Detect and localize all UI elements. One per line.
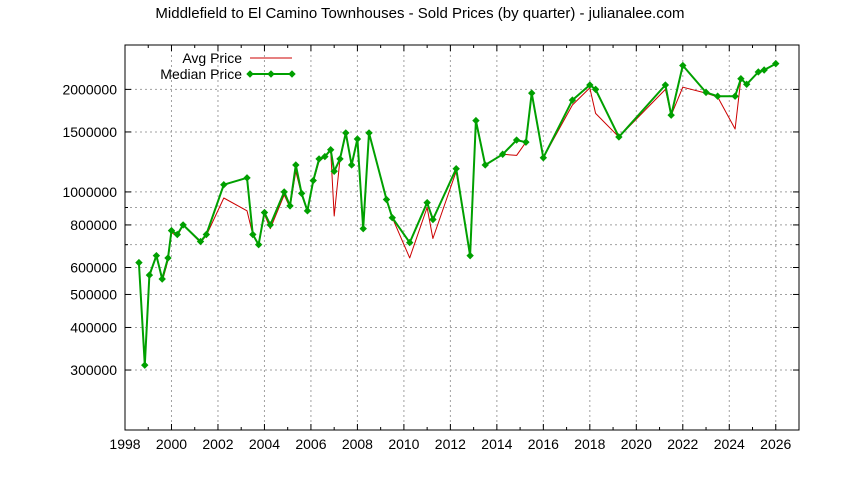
median-price-point [336, 155, 344, 163]
median-price-point [522, 138, 530, 146]
median-price-point [196, 237, 205, 246]
median-price-point [667, 111, 675, 119]
median-price-point [266, 221, 274, 229]
median-price-point [173, 230, 182, 239]
median-price-point [359, 224, 367, 233]
median-price-point [731, 92, 739, 100]
x-tick-label: 2022 [667, 436, 698, 452]
avg-price-line [138, 63, 777, 366]
median-price-point [353, 135, 362, 143]
y-tick-label: 2000000 [62, 81, 117, 97]
median-price-point [243, 174, 251, 182]
legend-marker [267, 70, 275, 78]
median-price-point [260, 208, 269, 217]
x-tick-label: 1998 [109, 436, 140, 452]
axis-ticks: 1998 2000 2002 2004 2006 2008 2010 2012 2014 2016… [62, 45, 800, 452]
median-price-point [405, 238, 414, 247]
series-lines [135, 59, 780, 369]
legend-marker [246, 70, 254, 78]
y-tick-label: 800000 [70, 217, 117, 233]
median-price-point [152, 251, 161, 260]
median-price-point [429, 215, 437, 224]
legend-marker [288, 70, 296, 78]
median-price-point [472, 116, 480, 125]
median-price-point [713, 92, 722, 100]
y-tick-label: 600000 [70, 259, 117, 275]
median-price-point [742, 80, 751, 89]
x-tick-label: 2024 [714, 436, 745, 452]
median-price-point [179, 221, 187, 229]
median-price-point [539, 154, 548, 162]
median-price-point [220, 181, 228, 189]
legend-label: Median Price [160, 66, 242, 82]
x-tick-label: 2004 [249, 436, 280, 452]
x-tick-label: 2006 [295, 436, 326, 452]
median-price-point [661, 81, 670, 89]
median-price-point [167, 226, 176, 235]
median-price-point [321, 152, 329, 161]
median-price-point [754, 68, 763, 76]
y-tick-label: 400000 [70, 319, 117, 335]
median-price-point [297, 189, 306, 198]
median-price-point [702, 88, 710, 97]
median-price-point [292, 161, 300, 169]
median-price-point [772, 59, 780, 68]
median-price-point [498, 150, 507, 158]
median-price-point [760, 66, 768, 74]
median-price-point [615, 133, 623, 141]
median-price-point [481, 161, 489, 169]
x-tick-label: 2026 [760, 436, 791, 452]
median-price-point [365, 129, 373, 137]
median-price-point [303, 207, 312, 215]
median-price-point [254, 240, 263, 249]
median-price-point [330, 167, 338, 175]
y-tick-label: 300000 [70, 362, 117, 378]
median-price-point [528, 89, 536, 97]
median-price-point [326, 146, 335, 154]
x-tick-label: 2016 [528, 436, 559, 452]
median-price-point [135, 258, 143, 267]
median-price-point [568, 96, 577, 104]
median-price-point [512, 136, 521, 144]
median-price-point [382, 195, 391, 204]
median-price-point [280, 188, 288, 196]
median-price-point [586, 81, 594, 89]
median-price-point [452, 164, 460, 173]
median-price-point [202, 230, 211, 239]
median-price-point [423, 198, 431, 207]
median-price-point [737, 74, 745, 83]
median-price-point [315, 155, 323, 163]
median-price-point [164, 254, 172, 262]
median-price-point [679, 61, 687, 70]
x-tick-label: 2012 [435, 436, 466, 452]
x-tick-label: 2008 [342, 436, 373, 452]
grid-lines [124, 45, 799, 430]
median-price-point [347, 161, 356, 169]
chart-title: Middlefield to El Camino Townhouses - So… [155, 5, 684, 22]
median-price-point [249, 230, 257, 239]
x-tick-label: 2014 [481, 436, 512, 452]
median-price-point [466, 251, 474, 260]
x-tick-label: 2002 [202, 436, 233, 452]
y-tick-label: 1000000 [62, 184, 117, 200]
median-price-point [309, 176, 317, 185]
x-tick-label: 2020 [621, 436, 652, 452]
median-price-point [158, 275, 166, 283]
y-tick-label: 500000 [70, 286, 117, 302]
legend-label: Avg Price [182, 50, 242, 66]
x-tick-label: 2018 [574, 436, 605, 452]
y-tick-label: 1500000 [62, 124, 117, 140]
plot-frame [124, 44, 800, 431]
median-price-point [145, 271, 154, 279]
median-price-point [342, 129, 350, 137]
median-price-point [141, 361, 149, 369]
median-price-point [591, 85, 600, 94]
x-tick-label: 2000 [156, 436, 187, 452]
x-tick-label: 2010 [388, 436, 419, 452]
median-price-point [388, 214, 396, 222]
median-price-line [137, 62, 777, 367]
median-price-point [286, 202, 294, 210]
